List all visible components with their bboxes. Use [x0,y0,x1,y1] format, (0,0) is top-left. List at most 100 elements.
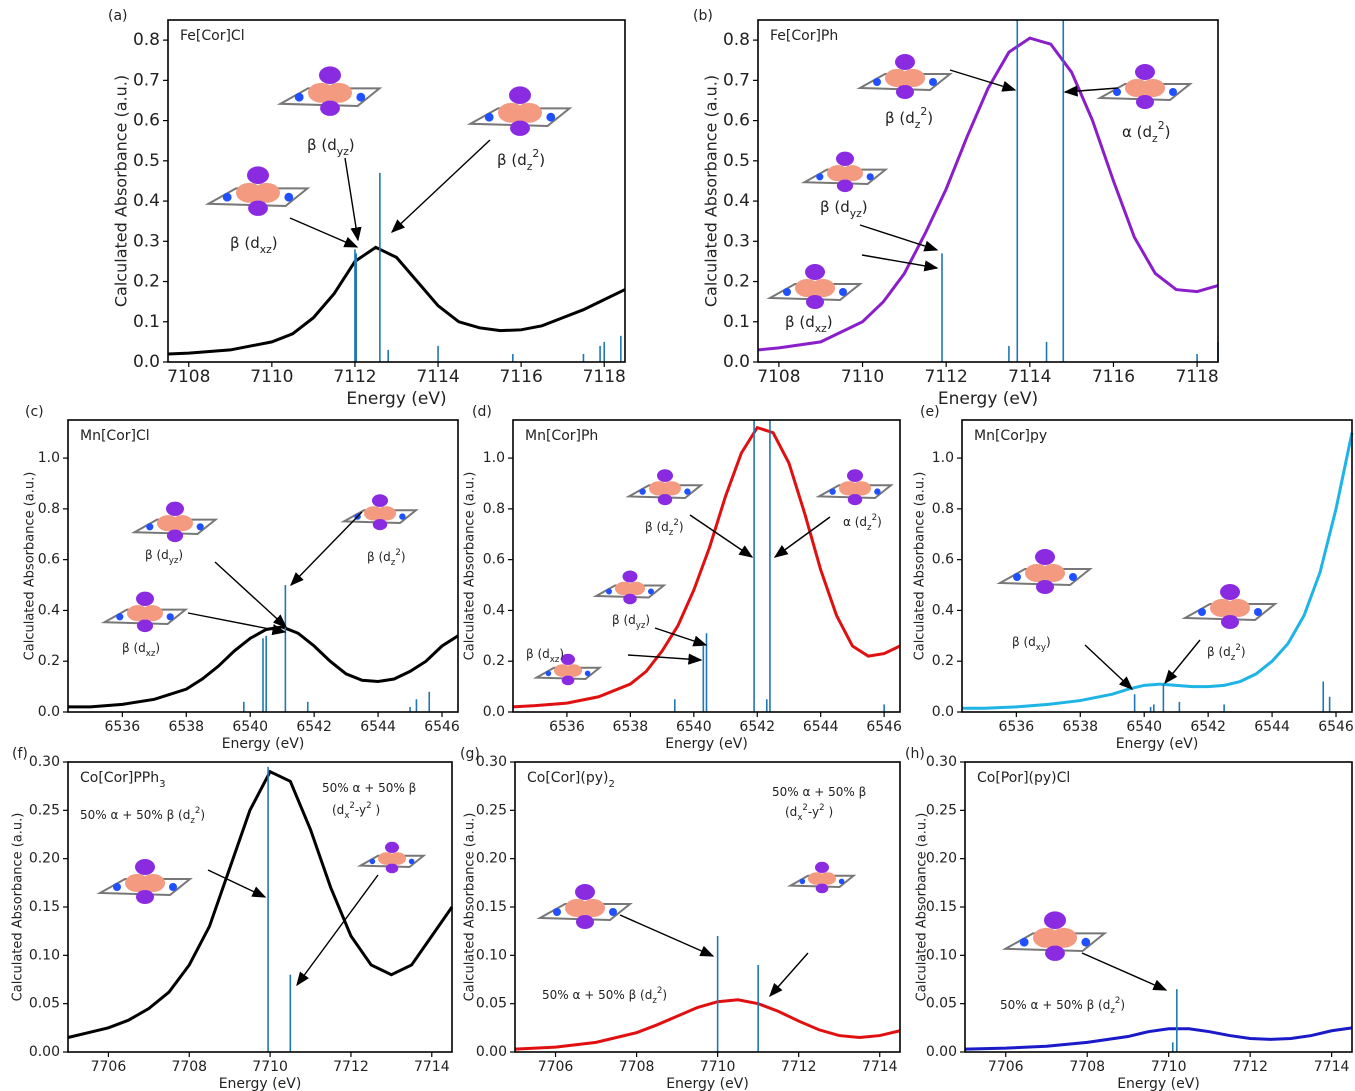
arrow [949,69,1017,92]
text-segment: ) [862,198,868,216]
atom [648,588,654,595]
spectrum-curve [964,1026,1353,1051]
x-axis-label: Energy (eV) [1117,1076,1200,1091]
text-segment: z [391,558,396,568]
text-segment: 2 [920,105,927,118]
x-tick-label: 7706 [538,1059,574,1075]
arrow [654,627,708,647]
orbital-lobe [575,884,595,900]
text-segment: -y [808,805,819,819]
y-tick-label: 0.0 [483,704,505,720]
text-segment: Fe[Cor]Ph [770,28,838,44]
y-axis-label: Calculated Absorbance (a.u.) [23,472,38,661]
x-tick-label: 6538 [1062,719,1098,735]
text-segment: β (d [1012,635,1036,649]
orbital-lobe [1226,599,1250,617]
annotation: 50% α + 50% β [322,781,416,795]
y-tick-label: 0.5 [723,151,750,171]
atom [1113,88,1121,96]
text-segment: β (d [497,151,527,169]
y-tick-label: 0.3 [133,231,160,251]
arrow [1084,644,1134,690]
orbital-lobe [1044,911,1066,929]
orbital-lobe [627,581,645,596]
orbital-lobe [623,593,637,605]
orbital-lobe [325,82,352,103]
x-tick-label: 7118 [1175,367,1218,387]
text-segment: Co[Cor](py) [527,770,608,786]
orbital-lobe [136,890,154,904]
arrow [627,653,703,665]
spectrum-curve [514,998,901,1051]
text-segment: Mn[Cor]Ph [525,428,598,444]
x-tick-label: 6542 [1190,719,1226,735]
x-tick-label: 6540 [232,719,268,735]
annotation: 50% α + 50% β (dz2) [80,806,205,826]
text-segment: ) [1165,123,1171,141]
y-tick-label: 0.00 [29,1044,60,1060]
text-segment: xy [1036,643,1046,653]
text-segment: 2 [657,986,663,996]
text-segment: xz [146,649,156,659]
text-segment: z [867,523,872,533]
plot-frame [964,761,1353,1053]
text-segment: β (d [612,613,636,627]
atom [356,92,366,102]
orbital-lobe [166,529,184,543]
y-axis-label: Calculated Absorbance (a.u.) [463,813,478,1002]
x-tick-label: 6544 [360,719,396,735]
orbital-lobe [141,874,165,892]
x-axis-label: Energy (eV) [222,736,305,752]
x-tick-label: 6546 [866,719,902,735]
atom [1081,937,1091,947]
y-tick-label: 0.8 [932,501,954,517]
y-tick-label: 0.15 [476,899,507,915]
annotation: 50% α + 50% β (dz2) [1000,996,1125,1016]
orbital-lobe [841,165,863,182]
arrow [290,511,363,587]
text-segment: β (d [230,234,260,252]
y-tick-label: 0.6 [133,111,160,131]
y-tick-label: 0.4 [932,602,954,618]
text-segment: ) [1241,645,1246,659]
y-tick-label: 0.6 [483,552,505,568]
text-segment: 50% α + 50% β [322,781,416,795]
text-segment: 2 [395,548,401,558]
x-tick-label: 7116 [1092,367,1135,387]
orbital-lobe [135,859,155,875]
text-segment: Mn[Cor]Cl [80,428,150,444]
orbital-lobe [320,100,340,116]
x-tick-label: 7714 [414,1059,450,1075]
annotation: β (dz2) [885,105,933,131]
panel-title: Mn[Cor]Ph [525,428,598,444]
text-segment: yz [636,621,646,631]
orbital-lobe [581,899,605,917]
y-tick-label: 0.0 [38,704,60,720]
annotation: β (dz2) [645,518,684,538]
y-tick-label: 0.8 [38,501,60,517]
text-segment: z [1110,1006,1115,1016]
annotation: β (dyz) [307,136,355,158]
annotation: α (dz2) [843,513,882,533]
text-segment: z [652,996,657,1006]
atom [369,858,376,865]
y-tick-label: 0.15 [29,899,60,915]
y-tick-label: 0.6 [38,552,60,568]
y-tick-label: 0.10 [476,947,507,963]
y-tick-label: 0.30 [29,754,60,770]
text-segment: β (d [367,550,391,564]
orbital-lobe [166,501,184,516]
orbital-lobe [836,179,854,193]
panel-label: (b) [693,8,713,24]
text-segment: 2 [195,806,201,816]
arrow [207,869,267,898]
x-tick-label: 7114 [416,367,459,387]
x-tick-label: 7714 [1314,1059,1350,1075]
orbital-lobe [510,120,530,136]
orbital-lobe [576,915,594,929]
atom [169,883,177,891]
arrow [861,254,939,272]
y-tick-label: 0.2 [932,653,954,669]
atom [1019,937,1029,947]
spectrum-curve [757,36,1219,352]
